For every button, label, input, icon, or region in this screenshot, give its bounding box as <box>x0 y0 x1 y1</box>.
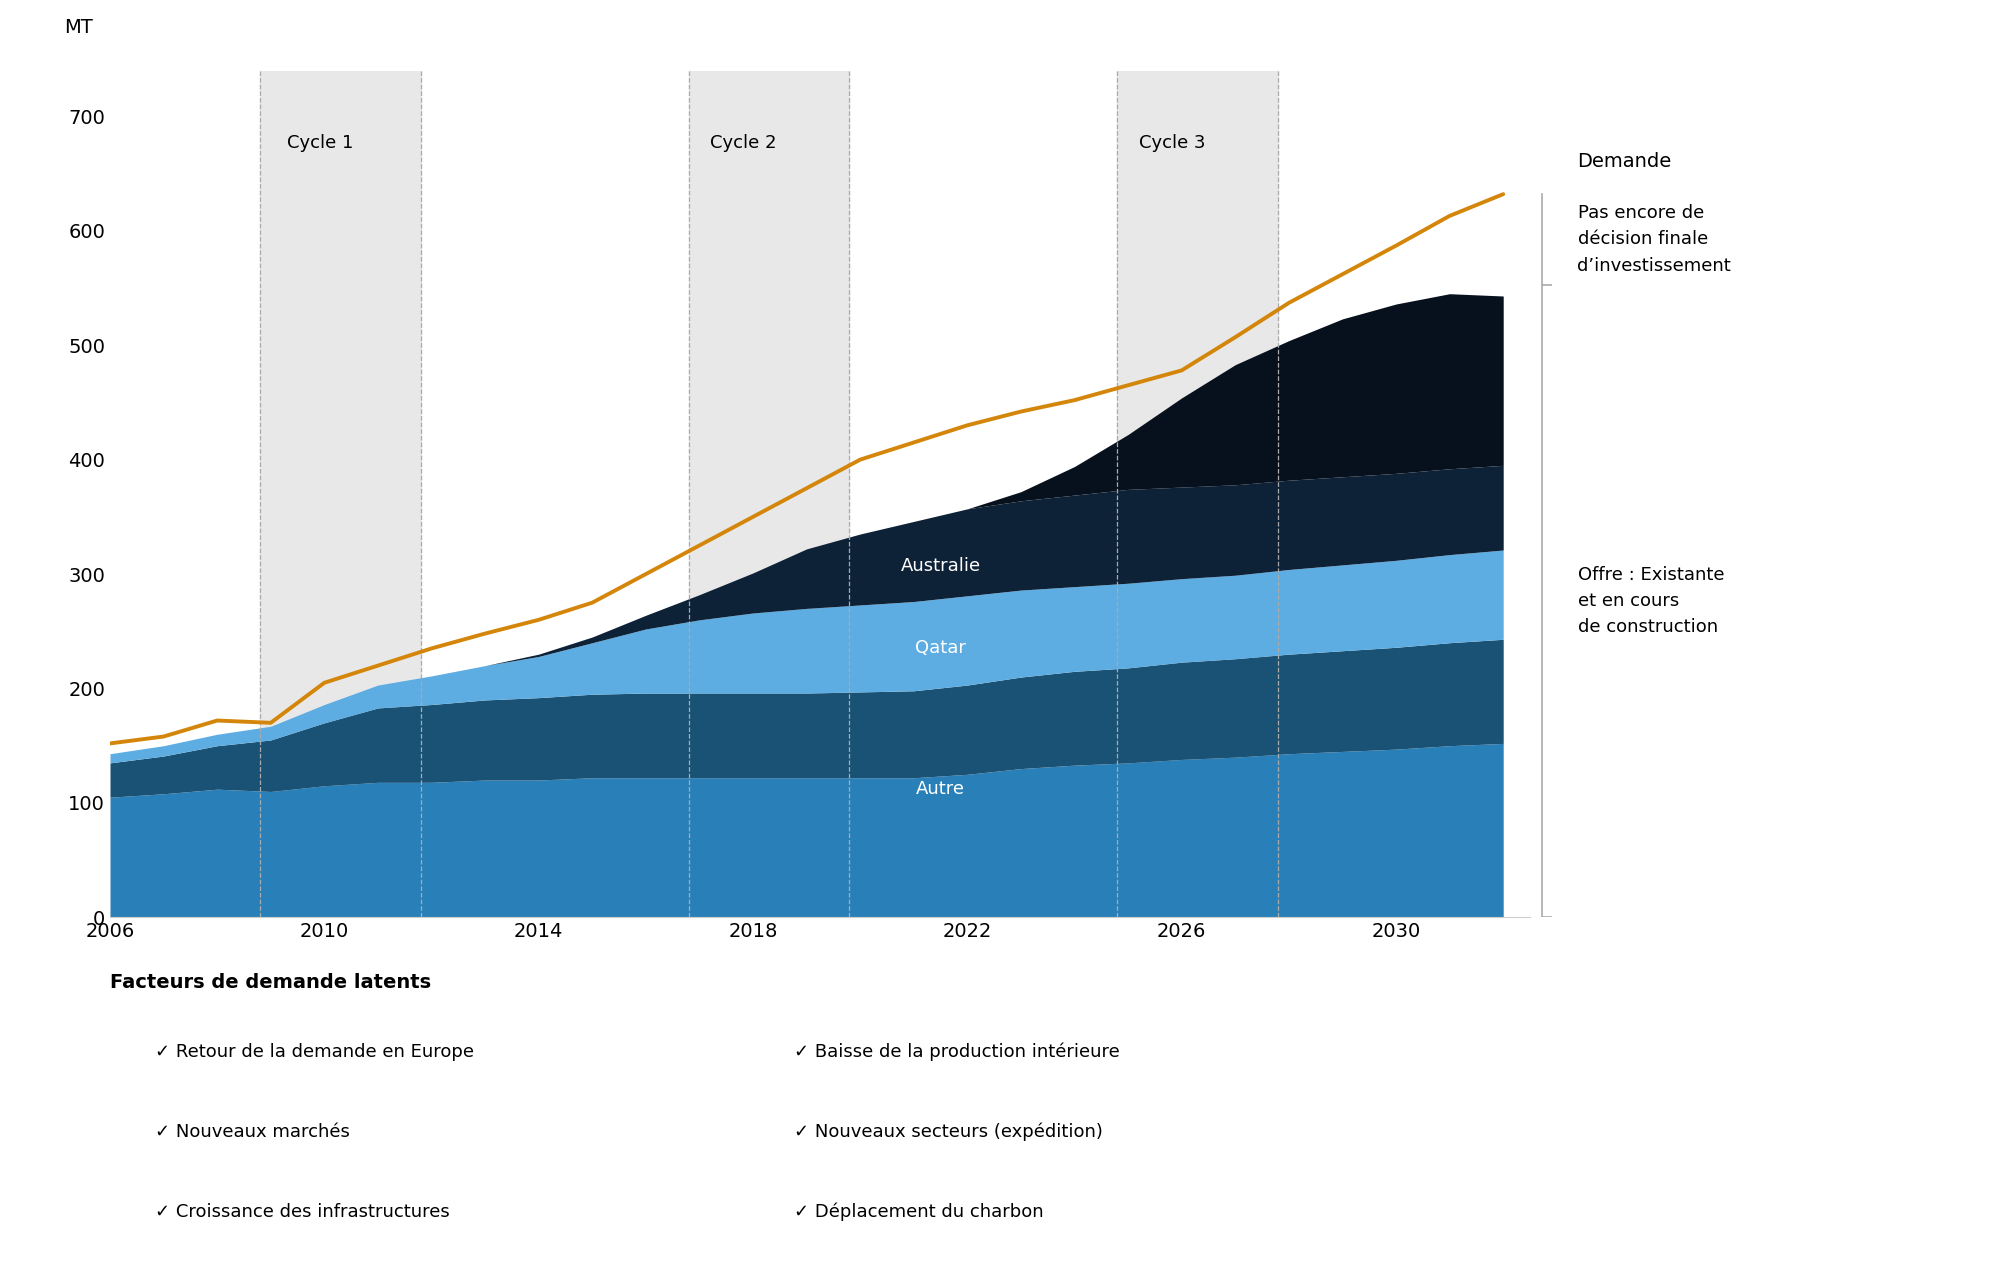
Text: ✓ Retour de la demande en Europe: ✓ Retour de la demande en Europe <box>156 1043 474 1061</box>
Text: Facteurs de demande latents: Facteurs de demande latents <box>110 973 432 992</box>
Text: Qatar: Qatar <box>916 639 966 657</box>
Text: Pas encore de
décision finale
d’investissement: Pas encore de décision finale d’investis… <box>1578 204 1732 275</box>
Text: ✓ Baisse de la production intérieure: ✓ Baisse de la production intérieure <box>794 1043 1120 1061</box>
Text: ✓ Nouveaux secteurs (expédition): ✓ Nouveaux secteurs (expédition) <box>794 1123 1102 1142</box>
Text: ✓ Déplacement du charbon: ✓ Déplacement du charbon <box>794 1203 1044 1221</box>
Text: ✓ Croissance des infrastructures: ✓ Croissance des infrastructures <box>156 1203 450 1221</box>
Text: États-Unis: États-Unis <box>894 462 986 480</box>
Text: Cycle 2: Cycle 2 <box>710 133 776 151</box>
Bar <box>688 71 850 917</box>
Text: Cycle 1: Cycle 1 <box>286 133 354 151</box>
Text: MT: MT <box>64 18 94 37</box>
Text: ✓ Nouveaux marchés: ✓ Nouveaux marchés <box>156 1123 350 1141</box>
Text: Australie: Australie <box>900 557 980 575</box>
Text: Autre: Autre <box>916 780 966 798</box>
Bar <box>260 71 420 917</box>
Bar <box>1118 71 1278 917</box>
Text: Demande: Demande <box>1578 153 1672 171</box>
Text: Offre : Existante
et en cours
de construction: Offre : Existante et en cours de constru… <box>1578 566 1724 636</box>
Text: Cycle 3: Cycle 3 <box>1138 133 1206 151</box>
